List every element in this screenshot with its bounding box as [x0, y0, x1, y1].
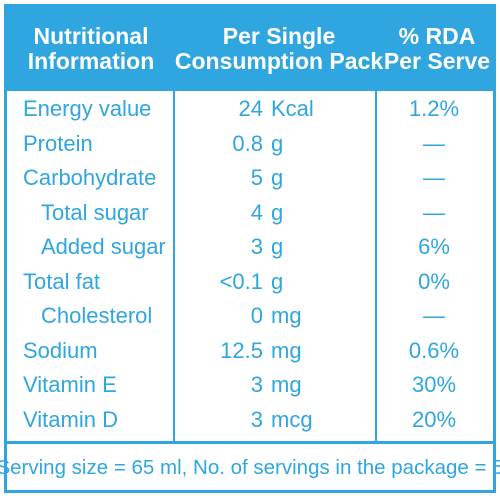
nutrient-unit: mg — [271, 337, 302, 363]
nutrient-unit: g — [271, 130, 284, 156]
nutrient-rda: 1.2% — [408, 96, 460, 121]
table-row: Energy value 24 Kcal 1.2% — [7, 93, 493, 128]
nutrient-unit: g — [271, 268, 284, 294]
nutrient-value: 24 — [238, 96, 263, 121]
footer-divider — [7, 441, 493, 444]
nutrient-name: Vitamin D — [23, 406, 118, 432]
nutrient-value: <0.1 — [219, 268, 263, 294]
nutrient-value: 5 — [250, 165, 263, 190]
nutrient-rda: — — [423, 303, 445, 328]
nutrient-value: 0.8 — [232, 130, 263, 156]
column-divider — [375, 91, 377, 441]
nutrient-unit: mg — [271, 303, 302, 328]
serving-size-note: Serving size = 65 ml, No. of servings in… — [0, 455, 500, 479]
table-header: Nutritional Information Per Single Consu… — [7, 7, 493, 91]
nutrient-rda: 6% — [418, 234, 450, 259]
nutrient-name: Sodium — [23, 337, 98, 363]
table-row: Total sugar 4 g — — [7, 197, 493, 232]
nutrient-value: 12.5 — [220, 337, 263, 363]
header-col3-line2: Per Serve — [383, 48, 491, 74]
header-col2-line2: Consumption Pack — [174, 48, 384, 74]
nutrient-value: 3 — [250, 234, 263, 259]
nutrient-value: 3 — [250, 372, 263, 397]
table-row: Sodium 12.5 mg 0.6% — [7, 335, 493, 370]
table-row: Protein 0.8 g — — [7, 128, 493, 163]
nutrient-name: Protein — [23, 130, 93, 156]
nutrient-unit: Kcal — [271, 96, 314, 121]
nutrient-name: Carbohydrate — [23, 165, 157, 190]
nutrient-rda: 0% — [418, 268, 450, 294]
nutrient-rows: Energy value 24 Kcal 1.2% Protein 0.8 g … — [7, 91, 493, 438]
header-per-single-pack: Per Single Consumption Pack — [174, 7, 384, 91]
header-nutritional-information: Nutritional Information — [7, 7, 175, 91]
nutrient-value: 4 — [250, 199, 263, 225]
nutrient-rda: — — [423, 165, 445, 190]
table-row: Carbohydrate 5 g — — [7, 162, 493, 197]
nutrient-name: Added sugar — [41, 234, 166, 259]
column-divider — [173, 91, 175, 441]
nutrient-name: Cholesterol — [41, 303, 153, 328]
header-rda-per-serve: % RDA Per Serve — [381, 7, 493, 91]
nutrient-rda: 30% — [411, 372, 457, 397]
table-row: Vitamin E 3 mg 30% — [7, 369, 493, 404]
header-col1-line1: Nutritional — [33, 23, 149, 49]
nutrient-rda: — — [423, 199, 445, 225]
nutrient-unit: mcg — [271, 406, 313, 432]
nutrient-value: 3 — [250, 406, 263, 432]
table-row: Added sugar 3 g 6% — [7, 231, 493, 266]
nutrient-name: Vitamin E — [23, 372, 117, 397]
header-col3-line1: % RDA — [398, 23, 476, 49]
nutrient-unit: g — [271, 165, 284, 190]
nutrient-unit: mg — [271, 372, 302, 397]
nutrient-rda: 20% — [411, 406, 457, 432]
nutrient-unit: g — [271, 234, 284, 259]
nutrient-name: Energy value — [23, 96, 152, 121]
nutrient-unit: g — [271, 199, 284, 225]
nutrition-facts-panel: Nutritional Information Per Single Consu… — [0, 4, 500, 493]
nutrient-value: 0 — [250, 303, 263, 328]
nutrient-rda: — — [423, 130, 445, 156]
table-row: Vitamin D 3 mcg 20% — [7, 404, 493, 439]
nutrient-name: Total sugar — [41, 199, 149, 225]
header-col1-line2: Information — [27, 48, 155, 74]
table-row: Total fat <0.1 g 0% — [7, 266, 493, 301]
header-col2-line1: Per Single — [222, 23, 336, 49]
nutrient-rda: 0.6% — [408, 337, 460, 363]
table-row: Cholesterol 0 mg — — [7, 300, 493, 335]
nutrient-name: Total fat — [23, 268, 101, 294]
